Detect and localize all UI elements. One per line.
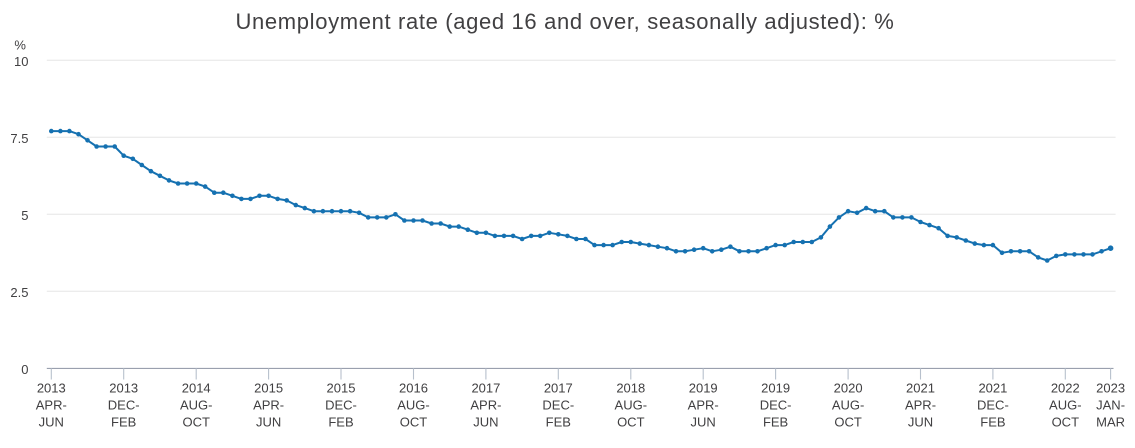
svg-text:2013: 2013 bbox=[37, 380, 66, 395]
svg-text:%: % bbox=[14, 37, 26, 52]
svg-text:2021: 2021 bbox=[906, 380, 935, 395]
svg-text:2020: 2020 bbox=[834, 380, 863, 395]
svg-text:JUN: JUN bbox=[473, 415, 498, 430]
svg-text:AUG-: AUG- bbox=[1049, 398, 1082, 413]
svg-text:APR-: APR- bbox=[253, 398, 284, 413]
svg-text:2022: 2022 bbox=[1051, 380, 1080, 395]
svg-text:2017: 2017 bbox=[471, 380, 500, 395]
svg-text:FEB: FEB bbox=[328, 415, 353, 430]
svg-text:7.5: 7.5 bbox=[10, 131, 28, 146]
svg-text:JUN: JUN bbox=[908, 415, 933, 430]
svg-text:DEC-: DEC- bbox=[325, 398, 357, 413]
svg-text:APR-: APR- bbox=[36, 398, 67, 413]
svg-text:2017: 2017 bbox=[544, 380, 573, 395]
svg-text:FEB: FEB bbox=[546, 415, 571, 430]
svg-text:AUG-: AUG- bbox=[832, 398, 865, 413]
svg-text:OCT: OCT bbox=[182, 415, 210, 430]
svg-text:DEC-: DEC- bbox=[108, 398, 140, 413]
svg-text:OCT: OCT bbox=[617, 415, 645, 430]
svg-text:2018: 2018 bbox=[616, 380, 645, 395]
svg-text:FEB: FEB bbox=[763, 415, 788, 430]
svg-text:FEB: FEB bbox=[111, 415, 136, 430]
svg-text:10: 10 bbox=[14, 54, 28, 69]
svg-text:APR-: APR- bbox=[905, 398, 936, 413]
svg-text:2.5: 2.5 bbox=[10, 285, 28, 300]
svg-text:2015: 2015 bbox=[254, 380, 283, 395]
svg-text:0: 0 bbox=[21, 362, 28, 377]
svg-text:DEC-: DEC- bbox=[977, 398, 1009, 413]
svg-text:OCT: OCT bbox=[1052, 415, 1080, 430]
svg-text:2016: 2016 bbox=[399, 380, 428, 395]
svg-text:JAN-: JAN- bbox=[1096, 398, 1125, 413]
svg-text:OCT: OCT bbox=[834, 415, 862, 430]
svg-text:AUG-: AUG- bbox=[397, 398, 430, 413]
svg-text:Unemployment rate (aged 16 and: Unemployment rate (aged 16 and over, sea… bbox=[235, 9, 894, 34]
svg-text:2023: 2023 bbox=[1096, 380, 1125, 395]
svg-text:OCT: OCT bbox=[400, 415, 428, 430]
svg-text:DEC-: DEC- bbox=[542, 398, 574, 413]
svg-text:2021: 2021 bbox=[978, 380, 1007, 395]
svg-text:2013: 2013 bbox=[109, 380, 138, 395]
svg-text:JUN: JUN bbox=[39, 415, 64, 430]
svg-text:2019: 2019 bbox=[761, 380, 790, 395]
svg-text:2014: 2014 bbox=[182, 380, 211, 395]
svg-text:MAR: MAR bbox=[1096, 415, 1125, 430]
svg-text:APR-: APR- bbox=[688, 398, 719, 413]
svg-text:AUG-: AUG- bbox=[180, 398, 213, 413]
svg-text:AUG-: AUG- bbox=[615, 398, 648, 413]
svg-text:5: 5 bbox=[21, 208, 28, 223]
svg-text:APR-: APR- bbox=[470, 398, 501, 413]
svg-text:FEB: FEB bbox=[980, 415, 1005, 430]
svg-text:2019: 2019 bbox=[689, 380, 718, 395]
svg-text:2015: 2015 bbox=[327, 380, 356, 395]
svg-text:JUN: JUN bbox=[256, 415, 281, 430]
svg-text:JUN: JUN bbox=[691, 415, 716, 430]
svg-text:DEC-: DEC- bbox=[760, 398, 792, 413]
